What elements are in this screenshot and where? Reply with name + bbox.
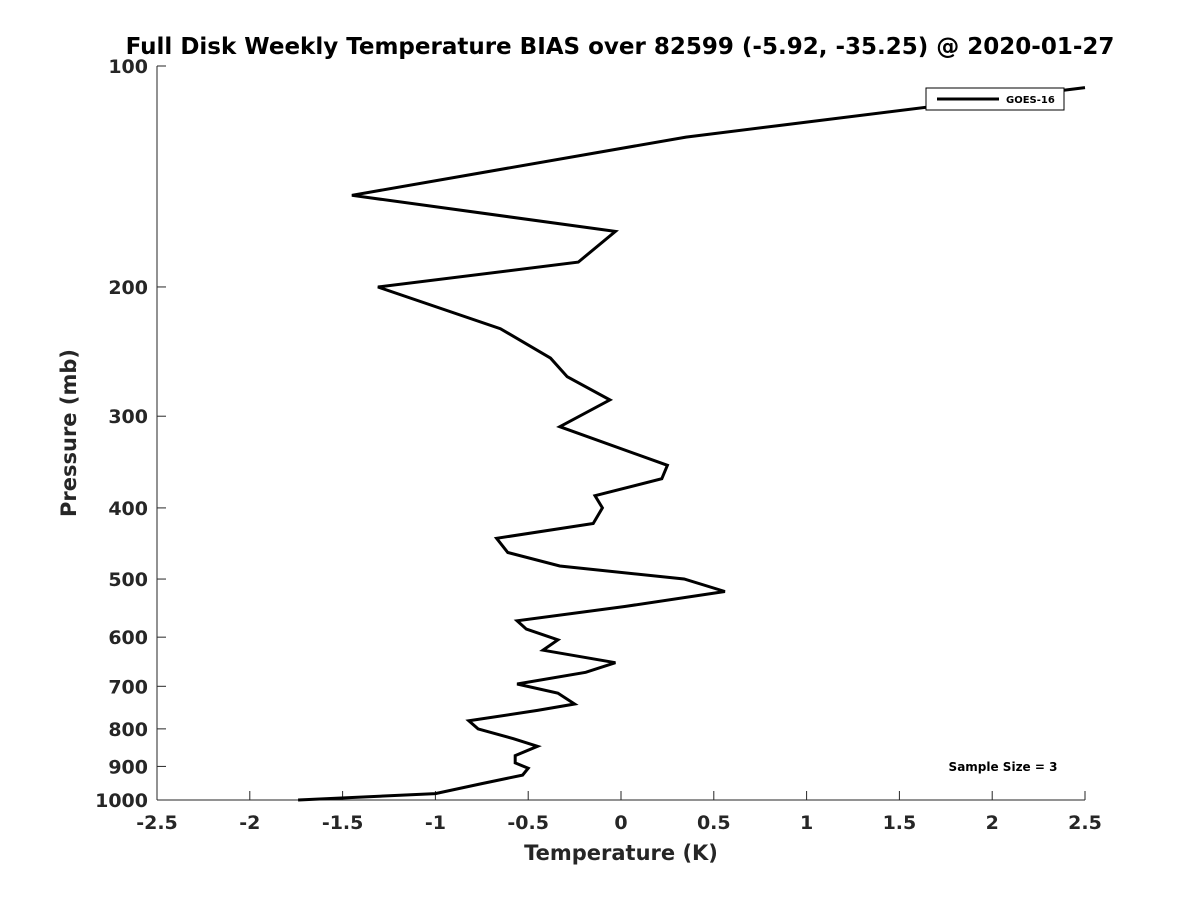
sample-size-annotation: Sample Size = 3 [949, 760, 1058, 774]
x-tick-label: -1.5 [322, 812, 364, 834]
y-axis-label: Pressure (mb) [57, 349, 81, 517]
y-tick-label: 200 [108, 277, 148, 299]
y-tick-label: 400 [108, 498, 148, 520]
x-tick-label: -0.5 [507, 812, 549, 834]
series-line-goes16 [298, 86, 1086, 802]
x-tick-label: 1.5 [883, 812, 917, 834]
y-tick-label: 800 [108, 719, 148, 741]
x-tick-label: 2.5 [1068, 812, 1102, 834]
x-tick-label: -2.5 [136, 812, 178, 834]
y-tick-label: 700 [108, 676, 148, 698]
y-tick-label: 600 [108, 627, 148, 649]
y-tick-label: 1000 [95, 790, 148, 812]
x-tick-label: 0.5 [697, 812, 731, 834]
y-tick-label: 300 [108, 406, 148, 428]
x-tick-label: -1 [425, 812, 446, 834]
legend: GOES-16 [925, 87, 1065, 111]
plot-area: -2.5 -2 -1.5 -1 -0.5 0 0.5 1 1.5 2 2.5 100 200 300 40… [95, 56, 1102, 834]
legend-label-goes16: GOES-16 [1006, 95, 1055, 106]
y-axis-ticks: 100 200 300 400 500 600 700 800 900 1000 [95, 56, 166, 812]
y-tick-label: 500 [108, 569, 148, 591]
x-tick-label: 1 [800, 812, 813, 834]
x-tick-label: 2 [986, 812, 999, 834]
x-tick-label: -2 [239, 812, 260, 834]
x-tick-label: 0 [614, 812, 627, 834]
chart-title: Full Disk Weekly Temperature BIAS over 8… [126, 34, 1115, 60]
x-axis-ticks: -2.5 -2 -1.5 -1 -0.5 0 0.5 1 1.5 2 2.5 [136, 791, 1102, 834]
y-tick-label: 900 [108, 756, 148, 778]
y-tick-label: 100 [108, 56, 148, 78]
x-axis-label: Temperature (K) [524, 841, 718, 865]
